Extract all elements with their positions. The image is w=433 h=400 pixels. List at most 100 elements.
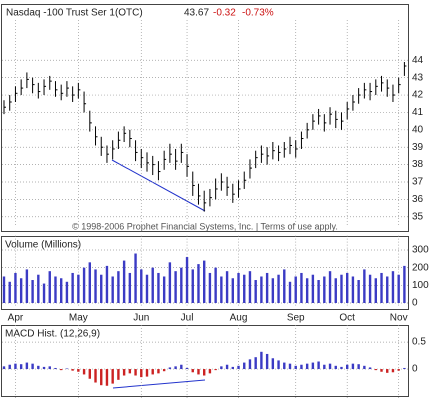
bar xyxy=(174,366,177,370)
bar xyxy=(323,364,326,370)
x-tick-label: Aug xyxy=(230,313,248,324)
x-tick-label: Jul xyxy=(181,313,194,324)
bar xyxy=(386,276,389,303)
bar xyxy=(208,369,212,374)
bar xyxy=(403,367,406,370)
x-tick-label: May xyxy=(69,313,88,324)
bar xyxy=(111,276,114,303)
bar xyxy=(323,276,326,303)
bar xyxy=(2,276,6,303)
bar xyxy=(203,369,206,376)
bar xyxy=(403,265,406,303)
bar xyxy=(88,369,91,379)
bar xyxy=(122,369,126,376)
bar xyxy=(19,364,23,370)
bar xyxy=(157,272,160,303)
bar xyxy=(374,369,377,371)
bar xyxy=(197,369,200,375)
bar xyxy=(391,369,395,373)
bar xyxy=(351,276,355,303)
bar xyxy=(294,365,297,370)
trend-line xyxy=(112,379,206,389)
bar xyxy=(311,274,315,303)
bar xyxy=(237,272,240,303)
bar xyxy=(300,272,303,303)
y-tick-label: 0 xyxy=(412,298,418,309)
bar xyxy=(140,369,143,378)
bar xyxy=(231,366,234,370)
bar xyxy=(94,369,97,383)
bar xyxy=(48,271,51,303)
bar xyxy=(60,278,63,303)
copyright-note: © 1998-2006 Prophet Financial Systems, I… xyxy=(72,221,338,231)
bar xyxy=(380,369,383,372)
bar xyxy=(65,368,69,370)
bar xyxy=(25,269,29,303)
bar xyxy=(260,351,263,370)
panel-title: MACD Hist. (12,26,9) xyxy=(5,329,100,340)
bar xyxy=(283,362,286,370)
bar xyxy=(77,369,80,372)
bar xyxy=(111,369,114,384)
y-tick-label: 44 xyxy=(412,55,424,66)
bar xyxy=(271,278,275,303)
bar xyxy=(180,267,183,303)
bar xyxy=(351,363,355,370)
y-tick-label: 200 xyxy=(412,262,429,273)
bar xyxy=(203,260,206,303)
bar xyxy=(128,272,132,303)
bar xyxy=(311,362,315,370)
bar xyxy=(357,364,360,370)
bar xyxy=(25,362,29,370)
bar xyxy=(380,272,383,303)
bar xyxy=(88,262,91,303)
bar xyxy=(65,281,69,303)
bar xyxy=(220,366,223,370)
bar xyxy=(265,353,269,370)
bar xyxy=(328,271,332,303)
bar xyxy=(300,364,303,370)
bar xyxy=(14,363,17,370)
bar xyxy=(220,276,223,303)
bar xyxy=(122,260,126,303)
y-tick-label: 300 xyxy=(412,245,429,256)
bar xyxy=(185,257,189,303)
y-tick-label: 36 xyxy=(412,194,424,205)
x-tick-label: Apr xyxy=(8,313,24,324)
bar xyxy=(105,369,109,386)
bar xyxy=(145,369,149,377)
bar xyxy=(8,364,11,370)
bar xyxy=(334,365,337,370)
y-tick-label: 40 xyxy=(412,124,424,135)
x-tick-label: Nov xyxy=(390,313,408,324)
bar xyxy=(265,272,269,303)
bar xyxy=(368,367,372,370)
bar xyxy=(71,369,74,371)
bar xyxy=(225,271,229,303)
bar xyxy=(48,366,51,370)
bar xyxy=(386,369,389,373)
bar xyxy=(340,274,343,303)
bar xyxy=(162,369,166,372)
bar xyxy=(71,272,74,303)
bar xyxy=(208,272,212,303)
x-tick-label: Oct xyxy=(339,313,355,324)
bar xyxy=(151,369,154,375)
bar xyxy=(14,272,17,303)
bar xyxy=(168,262,172,303)
bar xyxy=(37,274,40,303)
bar xyxy=(82,369,86,375)
bar xyxy=(346,364,349,370)
bar xyxy=(277,274,280,303)
bar xyxy=(237,365,240,370)
bar xyxy=(225,364,229,370)
y-tick-label: 42 xyxy=(412,90,424,101)
bar xyxy=(174,271,177,303)
bar xyxy=(42,283,46,303)
bar xyxy=(197,264,200,303)
y-tick-label: 39 xyxy=(412,142,424,153)
y-tick-label: 41 xyxy=(412,107,424,118)
bar xyxy=(117,369,120,380)
bar xyxy=(77,274,80,303)
bar xyxy=(2,366,6,370)
